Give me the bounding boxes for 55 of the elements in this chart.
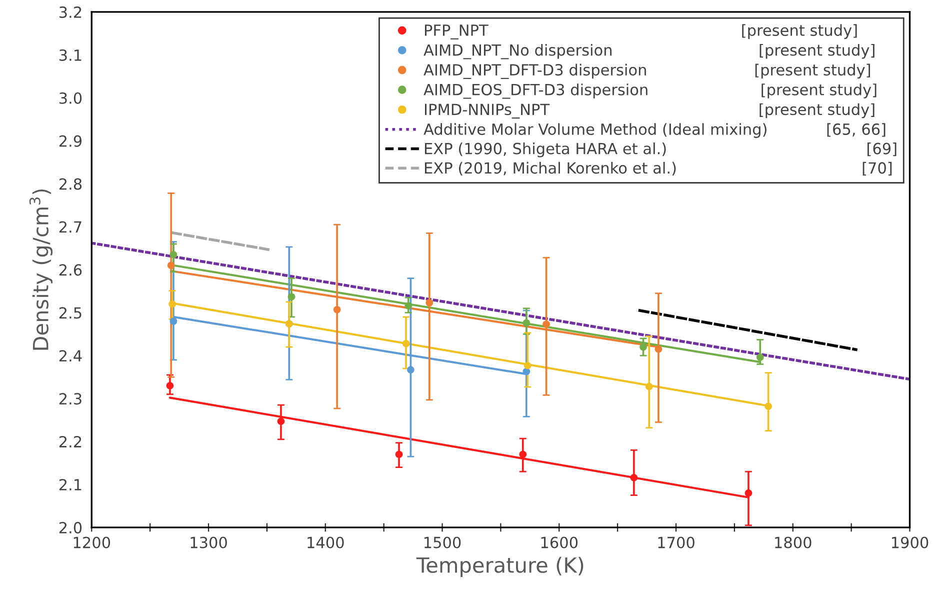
y-tick-label: 2.9 bbox=[59, 135, 82, 147]
point bbox=[277, 418, 285, 426]
point bbox=[402, 340, 410, 348]
point bbox=[640, 343, 647, 351]
x-axis-title: Temperature (K) bbox=[416, 556, 584, 577]
legend-label: Additive Molar Volume Method (Ideal mixing) [65, 66] bbox=[424, 123, 886, 138]
point bbox=[764, 402, 772, 410]
point bbox=[170, 318, 178, 325]
y-tick-label: 3.0 bbox=[59, 92, 82, 104]
legend-label: EXP (2019, Michal Korenko et al.) [70] bbox=[425, 162, 892, 176]
y-tick-label: 2.8 bbox=[59, 178, 82, 190]
point bbox=[519, 450, 527, 458]
y-tick-label: 2.1 bbox=[59, 478, 82, 490]
point bbox=[404, 302, 412, 310]
y-tick-label: 2.3 bbox=[59, 393, 82, 405]
point bbox=[522, 319, 530, 327]
y-tick-label: 3.2 bbox=[59, 6, 82, 18]
x-tick-label: 1500 bbox=[424, 536, 461, 548]
point bbox=[426, 299, 434, 306]
y-tick-label: 2.6 bbox=[59, 264, 82, 276]
y-tick-label: 2.2 bbox=[59, 436, 82, 448]
y-tick-label: 3.1 bbox=[59, 49, 82, 61]
legend-label: IPMD-NNIPs_NPT [present study] bbox=[425, 103, 874, 119]
x-tick-label: 1300 bbox=[190, 536, 227, 548]
point bbox=[288, 293, 296, 300]
y-tick-label: 2.0 bbox=[59, 522, 82, 534]
point bbox=[170, 250, 178, 258]
x-tick-label: 1700 bbox=[658, 536, 694, 548]
y-tick-label: 2.5 bbox=[59, 307, 82, 319]
point bbox=[407, 366, 414, 374]
x-tick-label: 1600 bbox=[541, 536, 578, 548]
point bbox=[333, 306, 341, 314]
legend-label: EXP (1990, Shigeta HARA et al.) [69] bbox=[425, 142, 896, 158]
x-tick-label: 1400 bbox=[308, 536, 344, 548]
y-tick-label: 2.7 bbox=[59, 221, 82, 233]
legend-label: PFP_NPT [present study] bbox=[425, 24, 857, 40]
x-tick-label: 1800 bbox=[775, 536, 812, 548]
point bbox=[167, 262, 175, 270]
y-tick-label: 2.4 bbox=[59, 350, 82, 362]
legend-label: AIMD_NPT_No dispersion [present study] bbox=[424, 44, 874, 60]
y-axis-title: Density (g/cm$^{3}$) bbox=[29, 189, 53, 350]
point bbox=[168, 300, 176, 308]
point bbox=[166, 382, 174, 390]
point bbox=[654, 345, 662, 353]
x-tick-label: 1200 bbox=[74, 536, 110, 548]
point bbox=[756, 354, 764, 362]
point bbox=[744, 489, 752, 497]
point bbox=[630, 474, 638, 482]
point bbox=[645, 382, 653, 390]
legend-label: AIMD_EOS_DFT-D3 dispersion [present study] bbox=[424, 84, 876, 99]
point bbox=[395, 450, 403, 458]
point bbox=[542, 320, 550, 328]
point bbox=[524, 362, 532, 370]
x-tick-label: 1900 bbox=[892, 536, 928, 548]
legend-label: AIMD_NPT_DFT-D3 dispersion [present study] bbox=[424, 64, 870, 79]
